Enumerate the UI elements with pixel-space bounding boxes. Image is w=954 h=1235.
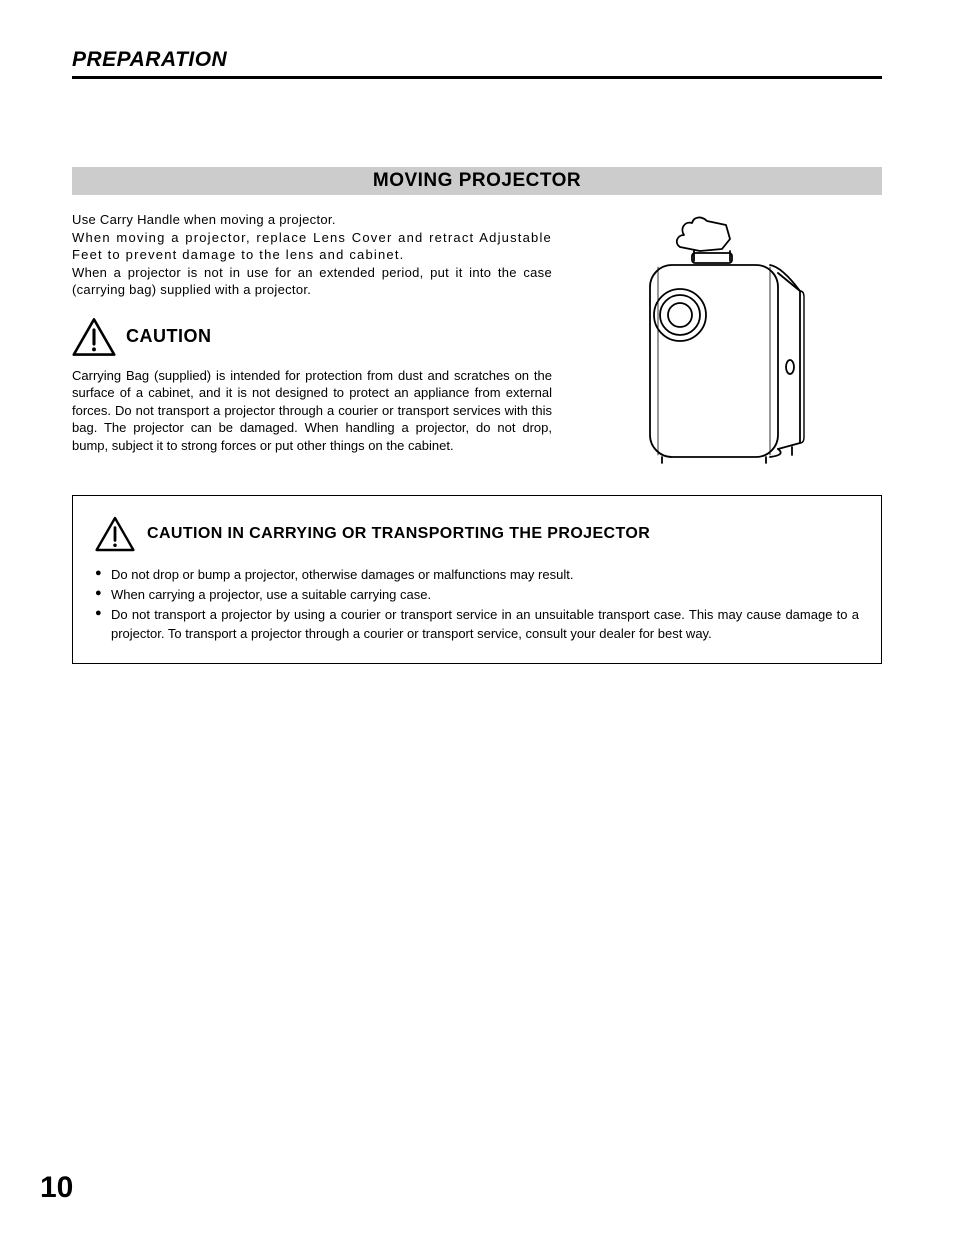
projector-carry-icon: [622, 211, 832, 471]
intro-p1: Use Carry Handle when moving a projector…: [72, 211, 552, 229]
section-title: MOVING PROJECTOR: [72, 167, 882, 195]
bullet-item: Do not transport a projector by using a …: [95, 606, 859, 642]
caution-body: Carrying Bag (supplied) is intended for …: [72, 367, 552, 455]
text-column: Use Carry Handle when moving a projector…: [72, 211, 552, 471]
caution-label: CAUTION: [126, 326, 212, 347]
bullet-item: Do not drop or bump a projector, otherwi…: [95, 566, 859, 584]
figure-column: [572, 211, 882, 471]
caution-box-title: CAUTION IN CARRYING OR TRANSPORTING THE …: [147, 525, 650, 543]
intro-p3: When a projector is not in use for an ex…: [72, 264, 552, 299]
caution-box-header: CAUTION IN CARRYING OR TRANSPORTING THE …: [95, 516, 859, 552]
caution-heading-row: CAUTION: [72, 317, 552, 357]
warning-triangle-icon: [95, 516, 135, 552]
warning-triangle-icon: [72, 317, 116, 357]
section-header: PREPARATION: [72, 48, 882, 79]
bullet-item: When carrying a projector, use a suitabl…: [95, 586, 859, 604]
caution-box: CAUTION IN CARRYING OR TRANSPORTING THE …: [72, 495, 882, 664]
caution-bullet-list: Do not drop or bump a projector, otherwi…: [95, 566, 859, 643]
content-row: Use Carry Handle when moving a projector…: [72, 211, 882, 471]
intro-text: Use Carry Handle when moving a projector…: [72, 211, 552, 299]
page-number: 10: [40, 1171, 73, 1205]
intro-p2: When moving a projector, replace Lens Co…: [72, 229, 552, 264]
